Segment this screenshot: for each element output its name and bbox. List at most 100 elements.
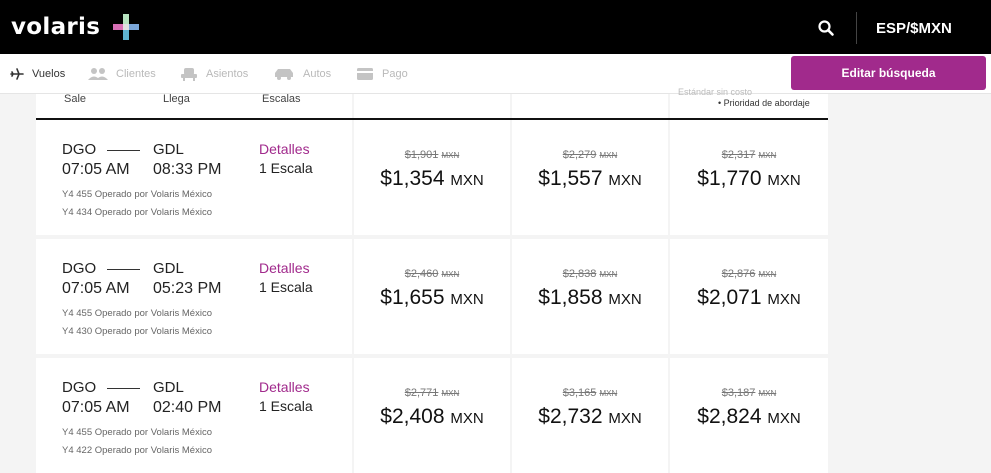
operator-text: Y4 455 Operado por Volaris México bbox=[62, 308, 212, 319]
old-price-unit: MXN bbox=[758, 270, 777, 279]
fare-price: $2,732 MXN bbox=[512, 405, 668, 429]
details-link[interactable]: Detalles bbox=[259, 141, 310, 157]
old-price: $2,460 MXN bbox=[354, 268, 510, 280]
old-price-unit: MXN bbox=[441, 389, 460, 398]
header-rule bbox=[36, 118, 828, 120]
step-label: Vuelos bbox=[32, 68, 66, 80]
booking-steps-bar: Vuelos Clientes Asientos Autos Pago Edit… bbox=[0, 54, 991, 94]
step-autos[interactable]: Autos bbox=[273, 65, 331, 83]
header-fare-col-1 bbox=[354, 94, 510, 118]
destination-code: GDL bbox=[153, 379, 184, 396]
route-dash bbox=[107, 388, 140, 389]
flights-table: Sale Llega Escalas Estándar sin costo • … bbox=[36, 87, 828, 473]
fare-price-value: $2,408 bbox=[380, 405, 445, 428]
fare-price-value: $1,770 bbox=[697, 167, 762, 190]
depart-time: 07:05 AM bbox=[62, 280, 130, 297]
old-price-unit: MXN bbox=[441, 151, 460, 160]
header-sale: Sale bbox=[64, 93, 87, 105]
fare-price-value: $1,655 bbox=[380, 286, 445, 309]
step-pago[interactable]: Pago bbox=[356, 65, 408, 83]
old-price-value: $1,901 bbox=[404, 149, 439, 161]
fare-price-unit: MXN bbox=[767, 410, 801, 427]
old-price-value: $2,876 bbox=[721, 268, 756, 280]
old-price-unit: MXN bbox=[599, 270, 618, 279]
fare-price-unit: MXN bbox=[450, 291, 484, 308]
old-price: $2,771 MXN bbox=[354, 387, 510, 399]
step-asientos[interactable]: Asientos bbox=[180, 65, 248, 83]
depart-time: 07:05 AM bbox=[62, 399, 130, 416]
step-label: Pago bbox=[382, 68, 408, 80]
top-header: volaris ESP/$MXN bbox=[0, 0, 991, 54]
old-price-value: $2,279 bbox=[562, 149, 597, 161]
flight-info-cell: DGO GDL 07:05 AM 08:33 PM Detalles 1 Esc… bbox=[36, 120, 352, 235]
volaris-logo[interactable]: volaris bbox=[11, 14, 101, 40]
old-price-unit: MXN bbox=[599, 151, 618, 160]
fare-cell[interactable]: $1,901 MXN $1,354 MXN bbox=[354, 120, 510, 235]
fare-price-value: $1,858 bbox=[538, 286, 603, 309]
header-fare-col-3: Estándar sin costo bbox=[670, 87, 828, 118]
header-note-priority: • Prioridad de abordaje bbox=[718, 98, 810, 108]
step-clientes[interactable]: Clientes bbox=[88, 65, 156, 83]
arrive-time: 08:33 PM bbox=[153, 161, 222, 178]
old-price: $2,876 MXN bbox=[670, 268, 828, 280]
fare-price: $1,354 MXN bbox=[354, 167, 510, 191]
fare-price-value: $2,732 bbox=[538, 405, 603, 428]
route-dash bbox=[107, 150, 140, 151]
plane-icon bbox=[10, 68, 24, 80]
fare-price-value: $2,824 bbox=[697, 405, 762, 428]
table-row[interactable]: DGO GDL 07:05 AM 05:23 PM Detalles 1 Esc… bbox=[36, 239, 828, 354]
origin-code: DGO bbox=[62, 141, 97, 158]
fare-price-value: $1,557 bbox=[538, 167, 603, 190]
operator-text: Y4 430 Operado por Volaris México bbox=[62, 326, 212, 337]
header-note-faded: Estándar sin costo bbox=[678, 87, 753, 97]
origin-code: DGO bbox=[62, 260, 97, 277]
search-icon[interactable] bbox=[817, 19, 835, 37]
header-escalas: Escalas bbox=[262, 93, 301, 105]
fare-cell[interactable]: $2,279 MXN $1,557 MXN bbox=[512, 120, 668, 235]
fare-price: $1,770 MXN bbox=[670, 167, 828, 191]
fare-cell[interactable]: $2,838 MXN $1,858 MXN bbox=[512, 239, 668, 354]
old-price-value: $3,187 bbox=[721, 387, 756, 399]
fare-cell[interactable]: $2,876 MXN $2,071 MXN bbox=[670, 239, 828, 354]
old-price-unit: MXN bbox=[758, 389, 777, 398]
language-currency-selector[interactable]: ESP/$MXN bbox=[876, 20, 952, 37]
table-row[interactable]: DGO GDL 07:05 AM 02:40 PM Detalles 1 Esc… bbox=[36, 358, 828, 473]
arrive-time: 02:40 PM bbox=[153, 399, 222, 416]
details-link[interactable]: Detalles bbox=[259, 260, 310, 276]
step-label: Autos bbox=[303, 68, 332, 80]
fare-price-unit: MXN bbox=[767, 291, 801, 308]
step-label: Asientos bbox=[206, 68, 249, 80]
flight-info-cell: DGO GDL 07:05 AM 05:23 PM Detalles 1 Esc… bbox=[36, 239, 352, 354]
edit-search-button[interactable]: Editar búsqueda bbox=[791, 56, 986, 90]
header-divider bbox=[856, 12, 857, 44]
fare-cell[interactable]: $3,165 MXN $2,732 MXN bbox=[512, 358, 668, 473]
route-dash bbox=[107, 269, 140, 270]
step-label: Clientes bbox=[116, 68, 156, 80]
fare-price-unit: MXN bbox=[450, 410, 484, 427]
fare-price: $1,557 MXN bbox=[512, 167, 668, 191]
fare-price: $1,655 MXN bbox=[354, 286, 510, 310]
header-fare-col-2 bbox=[512, 94, 668, 118]
destination-code: GDL bbox=[153, 141, 184, 158]
stops-text: 1 Escala bbox=[259, 398, 313, 414]
fare-price-unit: MXN bbox=[450, 172, 484, 189]
fare-cell[interactable]: $2,460 MXN $1,655 MXN bbox=[354, 239, 510, 354]
car-icon bbox=[275, 69, 293, 80]
step-vuelos[interactable]: Vuelos bbox=[10, 65, 65, 83]
header-note-text: Prioridad de abordaje bbox=[723, 98, 810, 108]
fare-price: $2,071 MXN bbox=[670, 286, 828, 310]
old-price-unit: MXN bbox=[441, 270, 460, 279]
destination-code: GDL bbox=[153, 260, 184, 277]
old-price: $2,838 MXN bbox=[512, 268, 668, 280]
details-link[interactable]: Detalles bbox=[259, 379, 310, 395]
operator-text: Y4 455 Operado por Volaris México bbox=[62, 189, 212, 200]
old-price-value: $2,771 bbox=[404, 387, 439, 399]
old-price-value: $2,838 bbox=[562, 268, 597, 280]
fare-cell[interactable]: $2,317 MXN $1,770 MXN bbox=[670, 120, 828, 235]
fare-cell[interactable]: $3,187 MXN $2,824 MXN bbox=[670, 358, 828, 473]
fare-cell[interactable]: $2,771 MXN $2,408 MXN bbox=[354, 358, 510, 473]
table-row[interactable]: DGO GDL 07:05 AM 08:33 PM Detalles 1 Esc… bbox=[36, 120, 828, 235]
users-icon bbox=[88, 68, 108, 80]
old-price-value: $2,317 bbox=[721, 149, 756, 161]
old-price: $1,901 MXN bbox=[354, 149, 510, 161]
